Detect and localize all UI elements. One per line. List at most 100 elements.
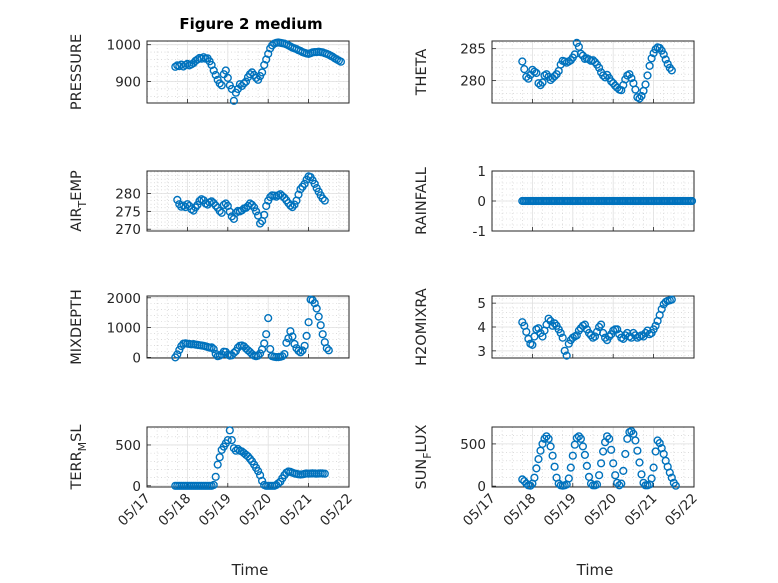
data-point [532, 68, 541, 78]
y-tick-label: 900 [115, 75, 141, 91]
data-point [572, 433, 581, 443]
data-point [590, 332, 600, 341]
y-tick-label: 270 [115, 222, 141, 238]
subplot-h2omixra: 3 4 5 H2OMIXRA [414, 288, 695, 366]
data-point [647, 54, 656, 63]
data-point [239, 79, 249, 88]
data-point [290, 200, 299, 209]
data-point [538, 439, 547, 449]
data-point [288, 332, 297, 341]
data-point [534, 455, 543, 464]
y-tick-label: 1000 [107, 321, 141, 337]
data-point [647, 474, 656, 483]
data-point [645, 61, 654, 71]
data-point [627, 333, 636, 342]
data-point [264, 314, 273, 323]
data-point [667, 295, 676, 304]
data-point [522, 72, 531, 81]
data-point [227, 351, 236, 360]
data-point [256, 349, 265, 358]
data-point [286, 201, 295, 210]
data-point [532, 464, 541, 473]
data-point [564, 474, 573, 483]
data-point [580, 320, 590, 329]
data-point [530, 473, 539, 482]
data-point [576, 49, 586, 58]
y-axis-label: THETA [414, 49, 430, 97]
data-point [578, 442, 588, 451]
data-point [217, 208, 226, 217]
data-point [568, 451, 577, 460]
data-point [548, 451, 557, 460]
data-point [304, 318, 313, 327]
subplot-mixdepth: 0 1000 2000 MIXDEPTH [69, 289, 350, 366]
data-point [225, 426, 234, 435]
data-point [574, 42, 584, 51]
data-point [290, 339, 299, 349]
data-series [171, 38, 346, 105]
y-axis-label: PRESSURE [69, 34, 85, 110]
y-axis-label: MIXDEPTH [69, 289, 85, 365]
data-point [588, 56, 598, 65]
data-point [667, 473, 676, 482]
data-series [518, 38, 676, 103]
data-point [223, 73, 232, 83]
y-tick-label: 285 [460, 42, 486, 58]
data-point [237, 206, 247, 215]
y-axis-label: H2OMIXRA [414, 288, 430, 366]
y-tick-label: 500 [115, 438, 141, 454]
data-point [558, 333, 567, 342]
y-tick-label: 280 [115, 187, 141, 203]
data-point [576, 434, 586, 443]
data-point [294, 346, 303, 355]
data-point [594, 322, 604, 332]
data-point [199, 53, 208, 62]
data-point [562, 351, 571, 360]
data-point [318, 194, 327, 203]
data-series [173, 172, 329, 228]
data-point [631, 85, 640, 94]
data-point [637, 470, 646, 479]
data-point [179, 201, 188, 210]
data-point [598, 328, 608, 338]
data-point [609, 459, 618, 468]
data-point [605, 332, 614, 341]
data-point [687, 196, 697, 206]
data-point [627, 73, 636, 83]
data-point [538, 78, 547, 87]
data-point [223, 436, 232, 445]
x-axis-label: Time [231, 561, 269, 579]
axes-box [146, 40, 350, 104]
axes-box [491, 40, 695, 104]
data-point [605, 434, 614, 443]
data-point [550, 462, 559, 471]
data-point [260, 339, 269, 348]
data-point [607, 445, 616, 454]
figure-title: Figure 2 medium [179, 15, 322, 33]
data-point [300, 341, 309, 350]
data-point [598, 447, 608, 456]
data-point [213, 460, 222, 469]
y-tick-label: 275 [115, 204, 141, 220]
data-point [580, 450, 590, 460]
data-point [584, 328, 594, 338]
y-tick-label: 0 [132, 479, 141, 495]
data-point [310, 299, 319, 308]
data-point [667, 66, 676, 75]
data-point [528, 340, 537, 350]
data-point [619, 466, 628, 476]
data-point [294, 190, 303, 199]
data-point [193, 200, 202, 210]
data-point [173, 195, 182, 205]
subplot-pressure: 900 1000 PRESSURE [69, 34, 350, 110]
data-point [282, 338, 291, 347]
data-point [631, 436, 640, 445]
data-point [655, 439, 664, 448]
axes-box [146, 426, 350, 488]
data-point [278, 191, 287, 201]
y-axis-label: TERRMSL [69, 425, 89, 491]
data-point [258, 68, 267, 77]
data-point [211, 70, 220, 80]
y-tick-label: 3 [477, 344, 486, 360]
